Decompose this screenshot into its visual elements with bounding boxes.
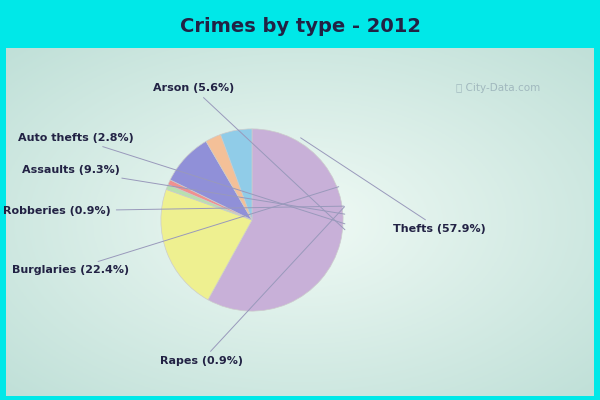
Wedge shape (168, 180, 252, 220)
Wedge shape (170, 141, 252, 220)
Text: Burglaries (22.4%): Burglaries (22.4%) (12, 187, 339, 275)
Text: Robberies (0.9%): Robberies (0.9%) (3, 206, 344, 216)
Text: Crimes by type - 2012: Crimes by type - 2012 (179, 16, 421, 36)
Text: Rapes (0.9%): Rapes (0.9%) (160, 207, 344, 366)
Wedge shape (166, 184, 252, 220)
Wedge shape (206, 134, 252, 220)
Wedge shape (208, 129, 343, 311)
Text: ⦾ City-Data.com: ⦾ City-Data.com (456, 83, 540, 93)
Text: Arson (5.6%): Arson (5.6%) (152, 83, 345, 230)
Text: Thefts (57.9%): Thefts (57.9%) (301, 138, 486, 234)
Wedge shape (221, 129, 252, 220)
Wedge shape (161, 189, 252, 300)
Text: Assaults (9.3%): Assaults (9.3%) (22, 165, 345, 214)
Text: Auto thefts (2.8%): Auto thefts (2.8%) (18, 133, 345, 224)
